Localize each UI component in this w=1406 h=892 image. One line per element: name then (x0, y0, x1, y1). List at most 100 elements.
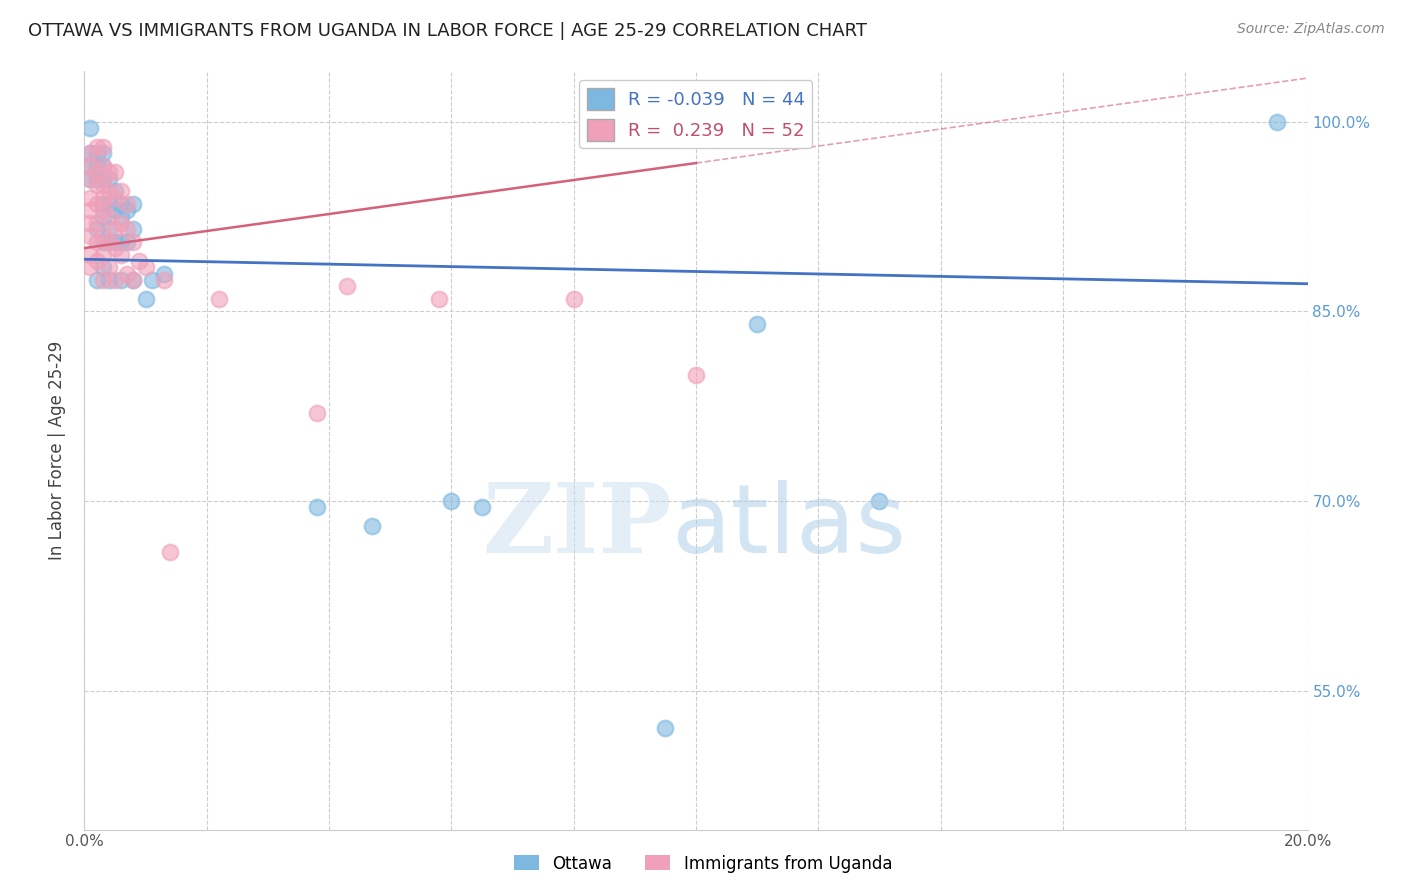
Point (104, 191, 127, 205)
Point (1265, 115, 1288, 129)
Point (91, 171, 114, 186)
Point (91, 273, 114, 287)
Point (208, 292, 231, 306)
Point (79, 171, 101, 186)
Point (91, 260, 114, 275)
Point (747, 317, 769, 331)
Point (79, 216, 101, 230)
Point (141, 273, 163, 287)
Point (97, 260, 120, 275)
Point (86, 197, 108, 211)
Point (104, 235, 127, 249)
Text: Source: ZipAtlas.com: Source: ZipAtlas.com (1237, 22, 1385, 37)
Point (86, 140, 108, 154)
Point (562, 292, 585, 306)
Point (360, 519, 382, 533)
Point (135, 292, 157, 306)
Point (153, 267, 176, 281)
Point (654, 722, 676, 736)
Point (128, 253, 150, 268)
Point (97, 222, 120, 236)
Point (104, 241, 127, 255)
Point (91, 210, 114, 224)
Point (122, 197, 145, 211)
Legend: R = -0.039   N = 44, R =  0.239   N = 52: R = -0.039 N = 44, R = 0.239 N = 52 (579, 80, 813, 148)
Point (91, 178, 114, 193)
Point (79, 121, 101, 136)
Point (115, 197, 138, 211)
Point (685, 368, 707, 382)
Point (159, 544, 181, 558)
Point (122, 273, 145, 287)
Point (97, 197, 120, 211)
Point (427, 292, 450, 306)
Point (115, 235, 138, 249)
Point (86, 159, 108, 173)
Point (440, 494, 463, 508)
Point (104, 165, 127, 179)
Point (97, 235, 120, 249)
Point (79, 191, 101, 205)
Point (110, 216, 132, 230)
Point (97, 185, 120, 199)
Point (135, 260, 157, 275)
Point (91, 140, 114, 154)
Point (91, 228, 114, 243)
Point (104, 222, 127, 236)
Point (104, 185, 127, 199)
Point (86, 222, 108, 236)
Point (97, 171, 120, 186)
Point (122, 235, 145, 249)
Point (110, 235, 132, 249)
Point (91, 159, 114, 173)
Point (97, 273, 120, 287)
Point (86, 216, 108, 230)
Point (97, 165, 120, 179)
Point (110, 185, 132, 199)
Point (79, 146, 101, 161)
Point (91, 247, 114, 261)
Point (86, 171, 108, 186)
Point (86, 273, 108, 287)
Point (336, 279, 359, 293)
Point (115, 267, 138, 281)
Point (110, 197, 132, 211)
Point (79, 159, 101, 173)
Point (79, 159, 101, 173)
Point (79, 260, 101, 275)
Point (91, 197, 114, 211)
Point (153, 273, 176, 287)
Point (115, 203, 138, 218)
Point (305, 405, 328, 419)
Point (79, 203, 101, 218)
Text: ZIP: ZIP (482, 479, 672, 574)
Point (110, 247, 132, 261)
Point (115, 222, 138, 236)
Text: OTTAWA VS IMMIGRANTS FROM UGANDA IN LABOR FORCE | AGE 25-29 CORRELATION CHART: OTTAWA VS IMMIGRANTS FROM UGANDA IN LABO… (28, 22, 868, 40)
Point (86, 165, 108, 179)
Point (79, 171, 101, 186)
Point (104, 203, 127, 218)
Point (86, 146, 108, 161)
Point (91, 159, 114, 173)
Point (122, 273, 145, 287)
Point (305, 500, 328, 515)
Point (79, 228, 101, 243)
Point (86, 178, 108, 193)
Point (91, 146, 114, 161)
Point (91, 191, 114, 205)
Point (79, 146, 101, 161)
Legend: Ottawa, Immigrants from Uganda: Ottawa, Immigrants from Uganda (508, 848, 898, 880)
Text: atlas: atlas (672, 480, 907, 573)
Y-axis label: In Labor Force | Age 25-29: In Labor Force | Age 25-29 (48, 341, 66, 560)
Point (471, 500, 494, 515)
Point (97, 210, 120, 224)
Point (122, 222, 145, 236)
Point (97, 235, 120, 249)
Point (86, 253, 108, 268)
Point (110, 210, 132, 224)
Point (110, 273, 132, 287)
Point (79, 247, 101, 261)
Point (104, 273, 127, 287)
Point (91, 203, 114, 218)
